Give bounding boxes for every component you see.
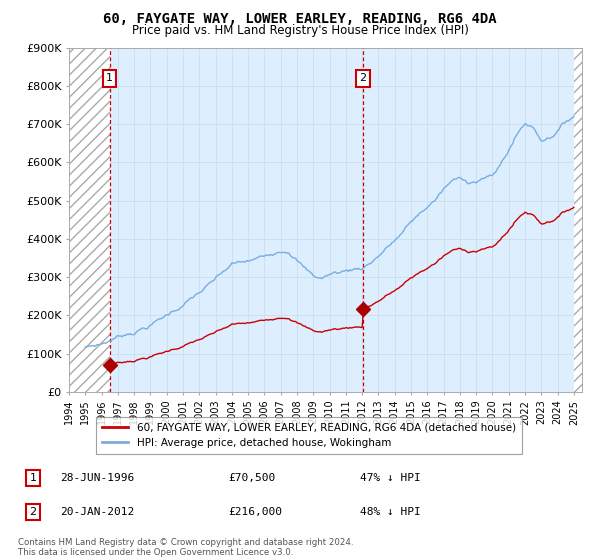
- Text: 1: 1: [29, 473, 37, 483]
- Text: 1: 1: [106, 73, 113, 83]
- Text: 2: 2: [29, 507, 37, 517]
- Text: 2: 2: [359, 73, 367, 83]
- Bar: [69, 48, 110, 392]
- Legend: 60, FAYGATE WAY, LOWER EARLEY, READING, RG6 4DA (detached house), HPI: Average p: 60, FAYGATE WAY, LOWER EARLEY, READING, …: [96, 417, 522, 454]
- Text: £216,000: £216,000: [228, 507, 282, 517]
- Text: 20-JAN-2012: 20-JAN-2012: [60, 507, 134, 517]
- Text: Price paid vs. HM Land Registry's House Price Index (HPI): Price paid vs. HM Land Registry's House …: [131, 24, 469, 36]
- Text: 47% ↓ HPI: 47% ↓ HPI: [360, 473, 421, 483]
- Text: 48% ↓ HPI: 48% ↓ HPI: [360, 507, 421, 517]
- Text: 60, FAYGATE WAY, LOWER EARLEY, READING, RG6 4DA: 60, FAYGATE WAY, LOWER EARLEY, READING, …: [103, 12, 497, 26]
- Bar: [574, 48, 582, 392]
- Text: 28-JUN-1996: 28-JUN-1996: [60, 473, 134, 483]
- Text: £70,500: £70,500: [228, 473, 275, 483]
- Text: Contains HM Land Registry data © Crown copyright and database right 2024.
This d: Contains HM Land Registry data © Crown c…: [18, 538, 353, 557]
